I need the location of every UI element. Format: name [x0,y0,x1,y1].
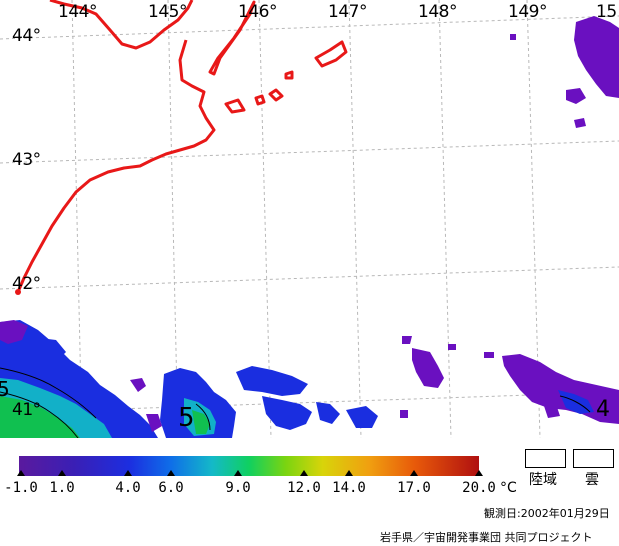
scale-tick [300,470,308,476]
scale-tick [58,470,66,476]
contour-label-2: 5 [178,403,195,433]
sst-patch-sw-purple [0,320,28,344]
lon-label-147: 147° [328,2,367,22]
scale-tick [17,470,25,476]
lon-label-146: 146° [238,2,277,22]
lat-label-41: 41° [12,400,41,420]
scale-label: 12.0 [287,480,321,496]
land-legend-label: 陸域 [529,472,557,488]
sst-data [0,16,619,438]
lon-label-145: 145° [148,2,187,22]
observation-date: 観測日:2002年01月29日 [484,507,610,520]
scale-label: 9.0 [225,480,251,496]
lat-label-43: 43° [12,150,41,170]
lon-label-144: 144° [58,2,97,22]
scale-tick [234,470,242,476]
scale-label: 14.0 [332,480,366,496]
scale-unit: °C [500,480,517,496]
temperature-color-scale [19,456,479,476]
scale-label: 4.0 [115,480,141,496]
hokkaido-coast [49,0,194,50]
sst-contours [0,367,591,438]
sst-map: 5 5 4 [0,0,619,438]
lat-label-44: 44° [12,26,41,46]
coastline [16,0,348,293]
kunashiri-island [208,0,256,76]
land-legend-swatch [525,449,566,468]
sst-patch-sw-green [0,396,80,438]
lon-label-150: 15 [596,2,617,22]
lat-label-42: 42° [12,274,41,294]
scale-label: 6.0 [158,480,184,496]
contour-label-3: 4 [596,397,610,422]
scale-tick [167,470,175,476]
scale-tick [410,470,418,476]
scale-label: 1.0 [49,480,75,496]
scale-label: 17.0 [397,480,431,496]
cloud-legend-label: 雲 [585,472,599,488]
scale-tick [124,470,132,476]
credit-line: 岩手県／宇宙開発事業団 共同プロジェクト [380,531,593,544]
cape-marker [15,289,21,295]
etorofu-island [314,40,348,68]
scale-tick [475,470,483,476]
scale-label: 20.0 [462,480,496,496]
scale-label: -1.0 [4,480,38,496]
sst-patch-ne [574,16,619,98]
lon-label-148: 148° [418,2,457,22]
lon-label-149: 149° [508,2,547,22]
scale-tick [345,470,353,476]
cloud-legend-swatch [573,449,614,468]
contour-label-1: 5 [0,377,10,401]
nemuro-coast [16,39,216,293]
